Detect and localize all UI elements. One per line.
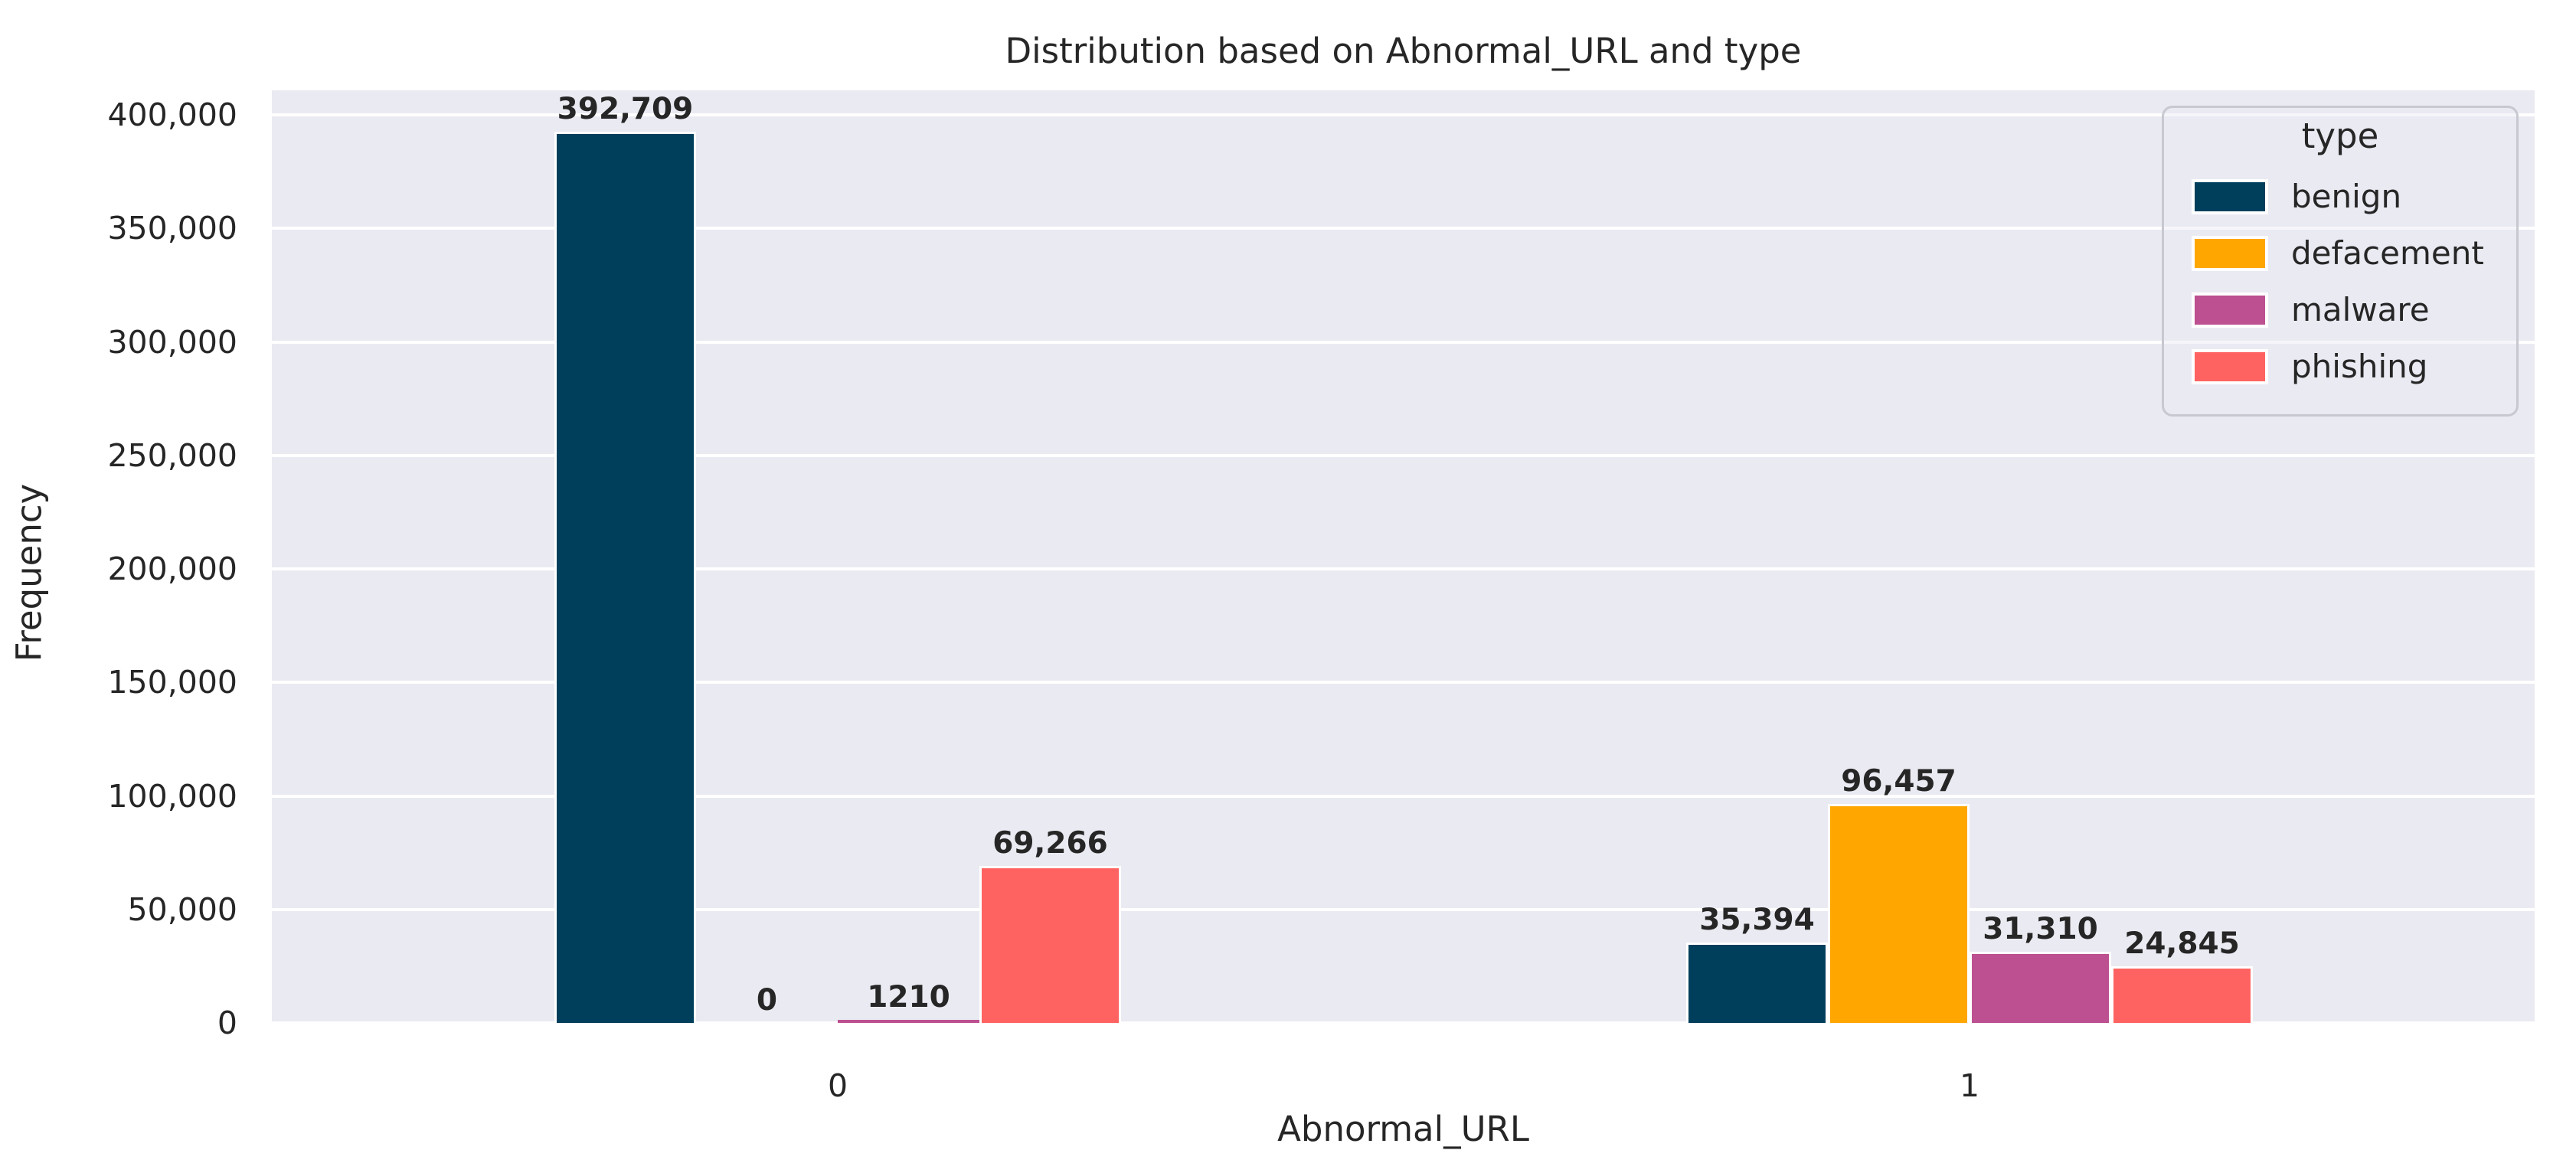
gridline-y-0 (272, 1021, 2535, 1024)
bar-value-label-malware-1: 31,310 (1983, 912, 2098, 947)
legend-swatch-phishing (2192, 349, 2268, 384)
bar-benign-1 (1686, 943, 1828, 1023)
x-tick-1: 1 (1959, 1067, 1980, 1104)
legend-label-benign: benign (2291, 178, 2402, 215)
bar-phishing-1 (2111, 966, 2253, 1023)
y-tick-150000: 150,000 (107, 664, 237, 701)
bar-phishing-0 (979, 865, 1121, 1023)
bar-value-label-malware-0: 1210 (867, 980, 950, 1015)
bar-value-label-phishing-1: 24,845 (2124, 926, 2240, 962)
x-axis-label: Abnormal_URL (1277, 1109, 1529, 1149)
bar-value-label-benign-1: 35,394 (1699, 903, 1815, 938)
bar-value-label-benign-0: 392,709 (557, 91, 694, 126)
legend-title: type (2301, 116, 2379, 156)
legend-item-defacement: defacement (2192, 236, 2516, 271)
bar-defacement-1 (1828, 804, 1970, 1023)
plot-area: 392,709 35,394 0 96,457 1210 31,310 69,266 24,8… (272, 90, 2535, 1024)
gridline-y-200000 (272, 567, 2535, 571)
legend-item-phishing: phishing (2192, 349, 2516, 384)
y-tick-350000: 350,000 (107, 210, 237, 247)
gridline-y-150000 (272, 681, 2535, 685)
bar-benign-0 (554, 131, 696, 1023)
bar-malware-0 (838, 1020, 979, 1023)
y-tick-0: 0 (217, 1005, 237, 1041)
legend-swatch-defacement (2192, 236, 2268, 271)
y-tick-250000: 250,000 (107, 436, 237, 474)
legend-item-malware: malware (2192, 292, 2516, 328)
legend-label-phishing: phishing (2291, 348, 2428, 385)
y-tick-50000: 50,000 (127, 890, 237, 928)
legend-label-defacement: defacement (2291, 234, 2484, 272)
gridline-y-50000 (272, 907, 2535, 911)
y-tick-200000: 200,000 (107, 551, 237, 587)
chart-title: Distribution based on Abnormal_URL and t… (1005, 31, 1802, 71)
legend-item-benign: benign (2192, 179, 2516, 214)
gridline-y-350000 (272, 227, 2535, 230)
gridline-y-300000 (272, 340, 2535, 344)
bar-value-label-defacement-1: 96,457 (1841, 764, 1957, 799)
legend-swatch-malware (2192, 292, 2268, 328)
bar-malware-1 (1970, 952, 2111, 1023)
y-tick-300000: 300,000 (107, 323, 237, 361)
gridline-y-100000 (272, 794, 2535, 798)
y-tick-400000: 400,000 (107, 96, 237, 134)
gridline-y-250000 (272, 453, 2535, 457)
x-tick-0: 0 (827, 1067, 848, 1104)
y-tick-100000: 100,000 (107, 777, 237, 815)
bar-value-label-defacement-0: 0 (756, 983, 778, 1018)
bar-value-label-phishing-0: 69,266 (992, 825, 1108, 861)
legend-label-malware: malware (2291, 291, 2430, 328)
legend-items: benign defacement malware phishing (2164, 179, 2516, 384)
legend-swatch-benign (2192, 179, 2268, 214)
legend: type benign defacement malware phishing (2162, 106, 2519, 417)
gridline-y-400000 (272, 113, 2535, 117)
